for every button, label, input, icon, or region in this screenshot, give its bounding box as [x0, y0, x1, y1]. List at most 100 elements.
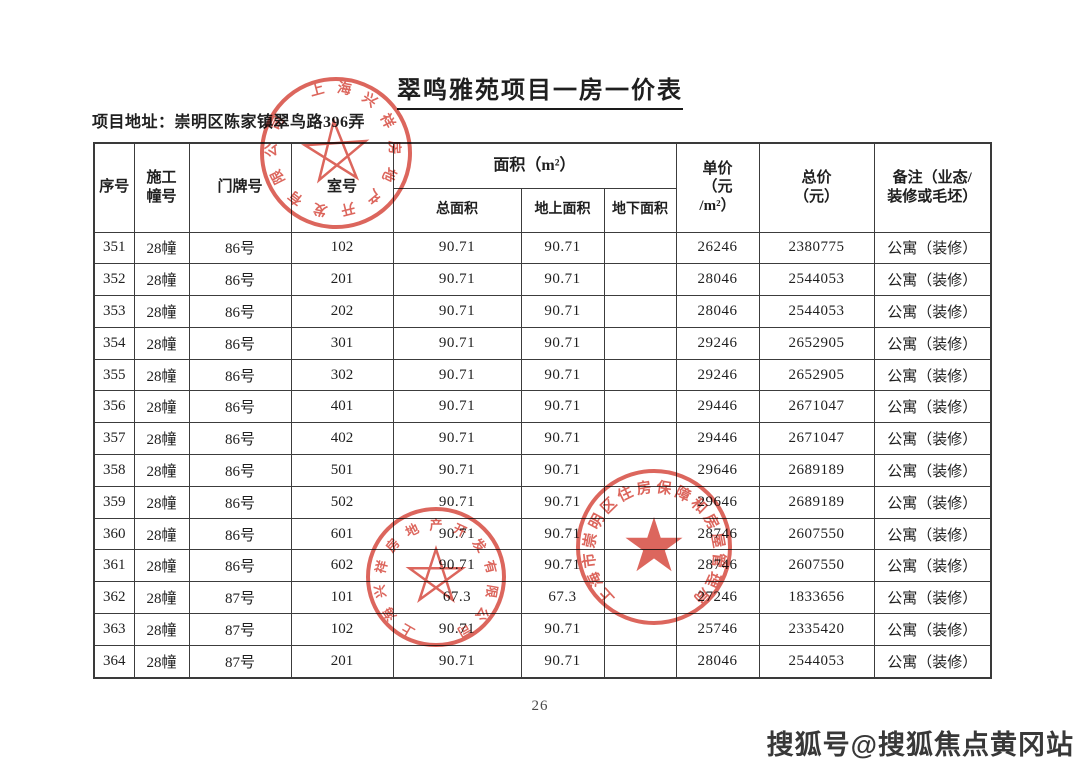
- table-cell: 358: [93, 454, 135, 487]
- table-cell: 87号: [188, 613, 292, 646]
- table-cell: [603, 485, 677, 519]
- table-row: 351 28幢 86号 102 90.71 90.71 26246 2380775 公寓（装修）: [93, 231, 992, 265]
- col-header-area-total: 总面积: [392, 187, 522, 233]
- table-cell: 90.71: [392, 390, 522, 424]
- table-cell: 90.71: [520, 326, 605, 360]
- table-cell: 90.71: [392, 295, 522, 328]
- table-cell: 355: [93, 358, 135, 392]
- table-cell: 353: [93, 295, 135, 328]
- table-cell: 28幢: [133, 422, 190, 456]
- table-cell: 101: [290, 581, 394, 615]
- price-table: 序号 施工 幢号 门牌号 室号 面积（m²） 单价 （元 /m²） 总价 （元）…: [93, 142, 992, 679]
- table-cell: 90.71: [392, 263, 522, 297]
- table-cell: 67.3: [520, 581, 605, 615]
- table-cell: 356: [93, 390, 135, 424]
- table-cell: 公寓（装修）: [873, 549, 992, 583]
- table-cell: 26246: [675, 231, 760, 265]
- svg-text:祥: 祥: [377, 111, 399, 131]
- table-cell: 29646: [675, 485, 760, 519]
- table-cell: 86号: [188, 358, 292, 392]
- page-title: 翠鸣雅苑项目一房一价表: [0, 70, 1080, 110]
- table-cell: 公寓（装修）: [873, 358, 992, 392]
- table-cell: [603, 326, 677, 360]
- table-cell: 302: [290, 358, 394, 392]
- table-cell: 362: [93, 581, 135, 615]
- table-cell: [603, 454, 677, 487]
- table-cell: 28幢: [133, 358, 190, 392]
- page-number: 26: [531, 698, 549, 714]
- table-row: 358 28幢 86号 501 90.71 90.71 29646 2689189 公寓（装修）: [93, 454, 992, 487]
- table-row: 363 28幢 87号 102 90.71 90.71 25746 2335420 公寓（装修）: [93, 613, 992, 646]
- table-cell: 公寓（装修）: [873, 422, 992, 456]
- table-cell: 28幢: [133, 263, 190, 297]
- table-cell: 28幢: [133, 454, 190, 487]
- table-cell: 29646: [675, 454, 760, 487]
- table-cell: [603, 644, 677, 679]
- table-cell: 601: [290, 517, 394, 551]
- table-cell: 359: [93, 485, 135, 519]
- table-cell: 86号: [188, 422, 292, 456]
- table-cell: 67.3: [392, 581, 522, 615]
- table-cell: 1833656: [758, 581, 875, 615]
- table-cell: 28幢: [133, 644, 190, 679]
- table-cell: 86号: [188, 263, 292, 297]
- table-cell: 90.71: [520, 358, 605, 392]
- table-row: 355 28幢 86号 302 90.71 90.71 29246 2652905 公寓（装修）: [93, 358, 992, 392]
- table-cell: 90.71: [520, 644, 605, 679]
- table-cell: 87号: [188, 644, 292, 679]
- table-cell: 公寓（装修）: [873, 517, 992, 551]
- table-cell: [603, 263, 677, 297]
- table-cell: 2689189: [758, 454, 875, 487]
- table-cell: 28幢: [133, 326, 190, 360]
- col-header-remark: 备注（业态/ 装修或毛坯）: [873, 142, 992, 233]
- table-cell: 86号: [188, 231, 292, 265]
- table-cell: 402: [290, 422, 394, 456]
- table-cell: 公寓（装修）: [873, 231, 992, 265]
- table-row: 353 28幢 86号 202 90.71 90.71 28046 2544053 公寓（装修）: [93, 295, 992, 328]
- table-cell: 87号: [188, 581, 292, 615]
- table-cell: 2380775: [758, 231, 875, 265]
- table-cell: 401: [290, 390, 394, 424]
- col-header-room: 室号: [290, 142, 394, 233]
- table-cell: 90.71: [520, 295, 605, 328]
- col-header-area-above: 地上面积: [520, 187, 605, 233]
- table-cell: 29246: [675, 358, 760, 392]
- col-header-seq: 序号: [93, 142, 135, 233]
- table-row: 361 28幢 86号 602 90.71 90.71 28746 2607550 公寓（装修）: [93, 549, 992, 583]
- table-cell: 90.71: [392, 517, 522, 551]
- table-cell: 90.71: [520, 390, 605, 424]
- table-row: 364 28幢 87号 201 90.71 90.71 28046 2544053 公寓（装修）: [93, 644, 992, 679]
- table-cell: 351: [93, 231, 135, 265]
- table-cell: 公寓（装修）: [873, 263, 992, 297]
- table-cell: 2335420: [758, 613, 875, 646]
- table-cell: 公寓（装修）: [873, 581, 992, 615]
- table-cell: [603, 517, 677, 551]
- page-title-text: 翠鸣雅苑项目一房一价表: [397, 70, 683, 110]
- table-cell: 公寓（装修）: [873, 295, 992, 328]
- table-row: 352 28幢 86号 201 90.71 90.71 28046 2544053 公寓（装修）: [93, 263, 992, 297]
- table-cell: 27246: [675, 581, 760, 615]
- table-cell: 90.71: [520, 549, 605, 583]
- table-cell: 90.71: [520, 263, 605, 297]
- col-header-unit-price: 单价 （元 /m²）: [675, 142, 760, 233]
- table-cell: 90.71: [520, 517, 605, 551]
- table-cell: 602: [290, 549, 394, 583]
- table-cell: [603, 358, 677, 392]
- table-cell: 公寓（装修）: [873, 454, 992, 487]
- table-cell: 2544053: [758, 295, 875, 328]
- project-address: 项目地址：崇明区陈家镇翠鸟路396弄: [92, 114, 366, 131]
- table-cell: 28幢: [133, 295, 190, 328]
- table-cell: [603, 613, 677, 646]
- table-cell: 29246: [675, 326, 760, 360]
- table-cell: 2689189: [758, 485, 875, 519]
- table-cell: 28幢: [133, 613, 190, 646]
- table-cell: 90.71: [392, 644, 522, 679]
- table-cell: 102: [290, 613, 394, 646]
- table-cell: 28746: [675, 549, 760, 583]
- table-cell: 86号: [188, 390, 292, 424]
- table-cell: 29446: [675, 390, 760, 424]
- table-row: 359 28幢 86号 502 90.71 90.71 29646 2689189 公寓（装修）: [93, 485, 992, 519]
- col-header-total-price: 总价 （元）: [758, 142, 875, 233]
- table-cell: 361: [93, 549, 135, 583]
